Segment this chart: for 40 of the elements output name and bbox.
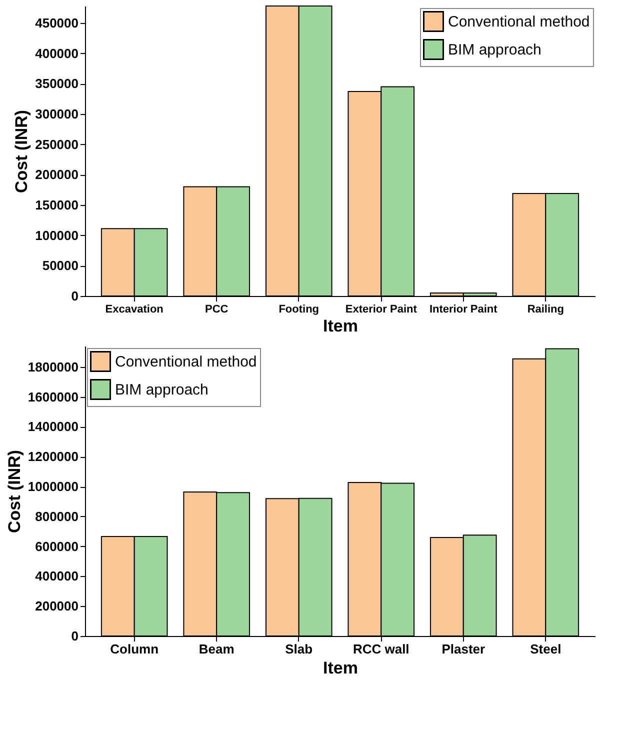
y-tick-label: 50000	[42, 258, 78, 274]
x-tick-label: Beam	[198, 642, 234, 656]
x-tick-label: Interior Paint	[429, 304, 498, 316]
x-tick-label: Excavation	[105, 304, 164, 316]
x-axis-title: Item	[323, 316, 358, 336]
x-tick-label: PCC	[204, 304, 228, 316]
x-tick-label: Plaster	[442, 642, 486, 656]
legend-label: Conventional method	[448, 14, 590, 30]
legend-label: BIM approach	[448, 42, 542, 58]
y-tick-label: 450000	[35, 15, 78, 30]
x-tick-label: RCC wall	[352, 642, 410, 656]
x-axis-title: Item	[323, 658, 358, 678]
y-tick-label: 1000000	[28, 479, 78, 494]
legend-label: BIM approach	[115, 382, 208, 398]
y-tick-label: 600000	[35, 538, 78, 554]
y-axis-title: Cost (INR)	[12, 110, 32, 194]
x-tick-label: Footing	[278, 304, 320, 316]
y-tick-label: 400000	[35, 46, 78, 61]
x-tick-label: Slab	[285, 642, 313, 656]
y-tick-label: 1400000	[28, 419, 78, 434]
y-tick-label: 350000	[35, 76, 78, 92]
x-tick-label: Steel	[530, 642, 562, 656]
y-tick-label: 200000	[35, 598, 78, 614]
x-tick-label: Railing	[527, 304, 564, 316]
y-tick-label: 1200000	[28, 449, 78, 464]
y-tick-label: 250000	[35, 136, 78, 152]
y-axis-title: Cost (INR)	[4, 450, 24, 534]
legend-label: Conventional method	[115, 354, 257, 370]
y-tick-label: 300000	[35, 106, 78, 122]
y-tick-label: 400000	[35, 568, 78, 584]
x-tick-label: Column	[110, 642, 159, 656]
y-tick-label: 0	[71, 628, 78, 644]
x-tick-label: Exterior Paint	[345, 304, 418, 316]
y-tick-label: 150000	[35, 197, 78, 212]
y-tick-label: 1600000	[28, 389, 78, 404]
y-tick-label: 1800000	[28, 359, 78, 374]
y-tick-label: 200000	[35, 167, 78, 182]
y-tick-label: 100000	[35, 228, 78, 243]
y-tick-label: 800000	[35, 508, 78, 524]
y-tick-label: 0	[71, 288, 78, 304]
